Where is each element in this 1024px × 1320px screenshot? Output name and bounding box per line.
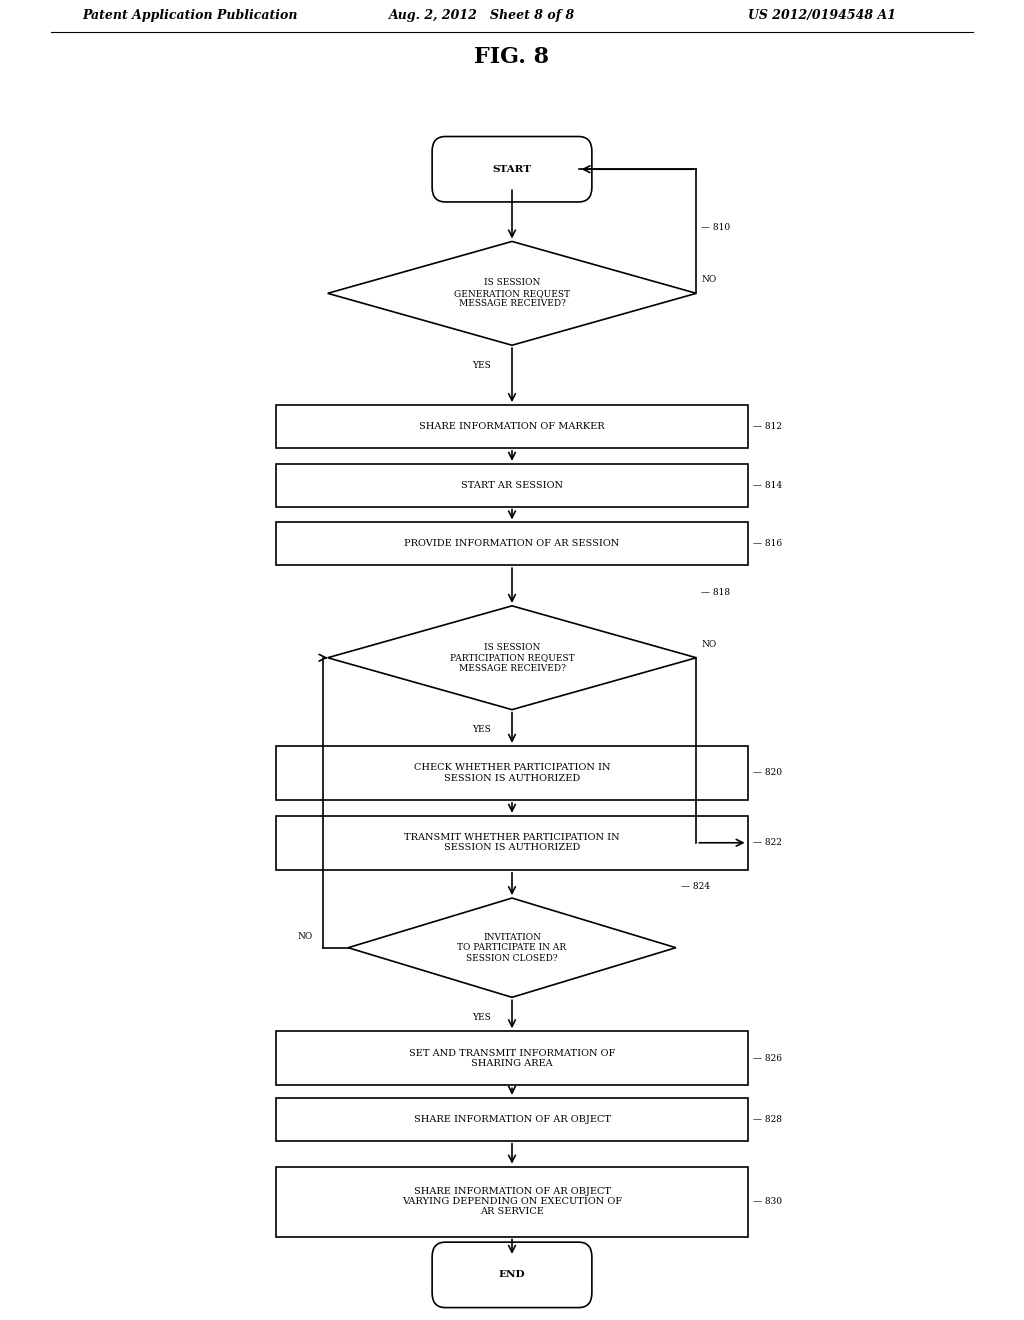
Text: YES: YES	[472, 1014, 490, 1022]
Text: — 818: — 818	[701, 587, 730, 597]
Bar	[276, 405, 748, 447]
Text: SHARE INFORMATION OF AR OBJECT: SHARE INFORMATION OF AR OBJECT	[414, 1114, 610, 1123]
Text: FIG. 8: FIG. 8	[474, 46, 550, 67]
Text: — 828: — 828	[753, 1114, 781, 1123]
FancyBboxPatch shape	[432, 136, 592, 202]
Text: — 826: — 826	[753, 1053, 781, 1063]
Text: SET AND TRANSMIT INFORMATION OF
SHARING AREA: SET AND TRANSMIT INFORMATION OF SHARING …	[409, 1048, 615, 1068]
Text: END: END	[499, 1270, 525, 1279]
Text: CHECK WHETHER PARTICIPATION IN
SESSION IS AUTHORIZED: CHECK WHETHER PARTICIPATION IN SESSION I…	[414, 763, 610, 783]
Text: NO: NO	[701, 276, 717, 284]
Text: NO: NO	[701, 640, 717, 648]
Text: NO: NO	[297, 932, 312, 941]
Text: Aug. 2, 2012   Sheet 8 of 8: Aug. 2, 2012 Sheet 8 of 8	[389, 9, 575, 22]
Text: TRANSMIT WHETHER PARTICIPATION IN
SESSION IS AUTHORIZED: TRANSMIT WHETHER PARTICIPATION IN SESSIO…	[404, 833, 620, 853]
Text: — 830: — 830	[753, 1197, 781, 1206]
Text: US 2012/0194548 A1: US 2012/0194548 A1	[748, 9, 896, 22]
Text: SHARE INFORMATION OF MARKER: SHARE INFORMATION OF MARKER	[419, 422, 605, 430]
Bar	[276, 523, 748, 565]
Bar	[276, 816, 748, 870]
Text: — 824: — 824	[681, 882, 710, 891]
Text: START AR SESSION: START AR SESSION	[461, 480, 563, 490]
Polygon shape	[348, 898, 676, 998]
Text: — 822: — 822	[753, 838, 781, 847]
Text: — 816: — 816	[753, 540, 781, 548]
Bar	[276, 1031, 748, 1085]
Bar	[276, 1167, 748, 1237]
Text: PROVIDE INFORMATION OF AR SESSION: PROVIDE INFORMATION OF AR SESSION	[404, 540, 620, 548]
Bar	[276, 746, 748, 800]
Text: YES: YES	[472, 362, 490, 370]
Text: — 810: — 810	[701, 223, 730, 232]
Text: — 814: — 814	[753, 480, 781, 490]
FancyBboxPatch shape	[432, 1242, 592, 1308]
Text: IS SESSION
GENERATION REQUEST
MESSAGE RECEIVED?: IS SESSION GENERATION REQUEST MESSAGE RE…	[454, 279, 570, 309]
Text: — 820: — 820	[753, 768, 781, 777]
Text: INVITATION
TO PARTICIPATE IN AR
SESSION CLOSED?: INVITATION TO PARTICIPATE IN AR SESSION …	[458, 933, 566, 962]
Text: — 812: — 812	[753, 422, 781, 430]
Text: START: START	[493, 165, 531, 174]
Text: Patent Application Publication: Patent Application Publication	[82, 9, 297, 22]
Polygon shape	[328, 606, 696, 710]
Text: IS SESSION
PARTICIPATION REQUEST
MESSAGE RECEIVED?: IS SESSION PARTICIPATION REQUEST MESSAGE…	[450, 643, 574, 673]
Text: YES: YES	[472, 726, 490, 734]
Polygon shape	[328, 242, 696, 346]
Bar	[276, 463, 748, 507]
Text: SHARE INFORMATION OF AR OBJECT
VARYING DEPENDING ON EXECUTION OF
AR SERVICE: SHARE INFORMATION OF AR OBJECT VARYING D…	[402, 1187, 622, 1217]
Bar	[276, 1098, 748, 1140]
